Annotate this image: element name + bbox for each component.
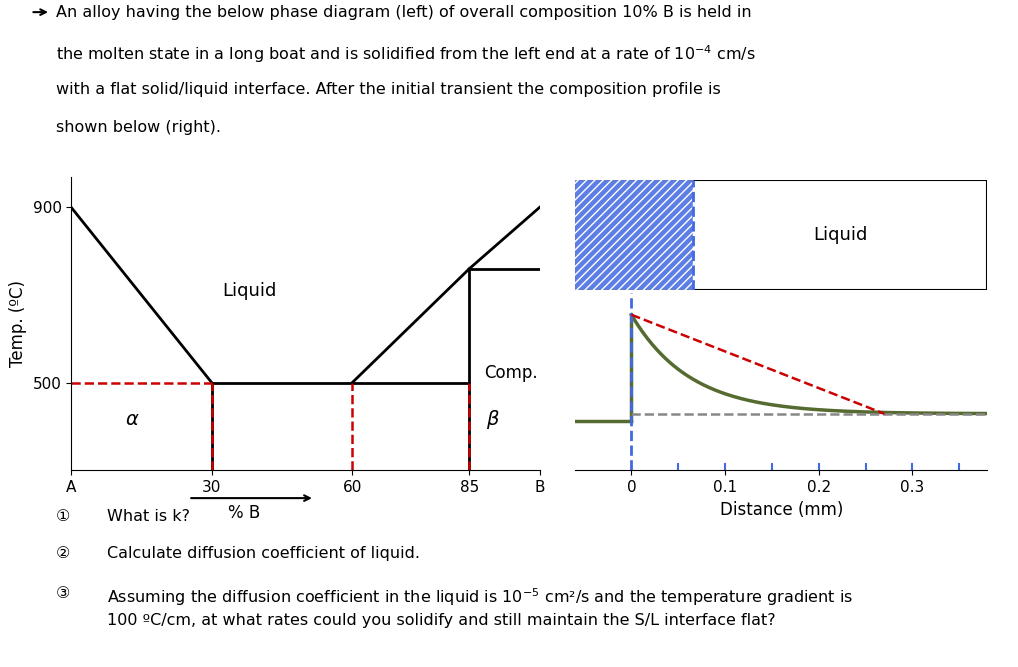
Text: ②: ② (56, 546, 70, 562)
Text: $\alpha$: $\alpha$ (125, 410, 139, 430)
X-axis label: Distance (mm): Distance (mm) (720, 500, 843, 518)
Text: Liquid: Liquid (813, 226, 867, 244)
Text: with a flat solid/liquid interface. After the initial transient the composition : with a flat solid/liquid interface. Afte… (56, 81, 721, 97)
Text: Assuming the diffusion coefficient in the liquid is 10$^{-5}$ cm²/s and the temp: Assuming the diffusion coefficient in th… (107, 586, 853, 608)
Text: Calculate diffusion coefficient of liquid.: Calculate diffusion coefficient of liqui… (107, 546, 419, 562)
Text: shown below (right).: shown below (right). (56, 119, 221, 135)
Text: What is k?: What is k? (107, 508, 190, 524)
Text: ①: ① (56, 508, 70, 524)
Y-axis label: Temp. (ºC): Temp. (ºC) (9, 280, 27, 367)
Text: Liquid: Liquid (222, 281, 277, 299)
Bar (575, 180, 692, 290)
Text: ③: ③ (56, 586, 70, 601)
Text: the molten state in a long boat and is solidified from the left end at a rate of: the molten state in a long boat and is s… (56, 43, 755, 65)
Text: An alloy having the below phase diagram (left) of overall composition 10% B is h: An alloy having the below phase diagram … (56, 5, 751, 20)
Text: % B: % B (228, 504, 261, 522)
Bar (575, 180, 692, 290)
Text: $\beta$: $\beta$ (486, 408, 500, 432)
Text: Comp.: Comp. (485, 364, 539, 382)
Text: 100 ºC/cm, at what rates could you solidify and still maintain the S/L interface: 100 ºC/cm, at what rates could you solid… (107, 613, 776, 628)
